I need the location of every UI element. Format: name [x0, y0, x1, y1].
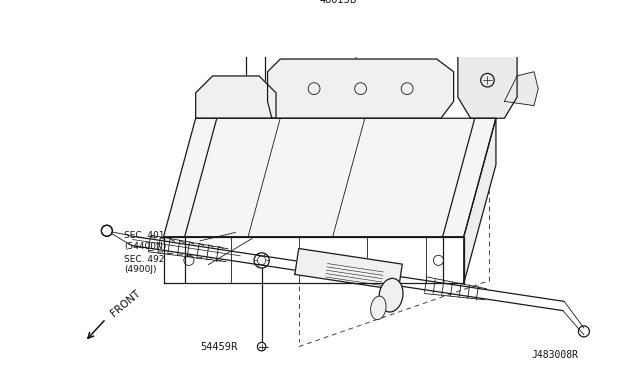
Ellipse shape	[379, 278, 403, 312]
Text: J483008R: J483008R	[531, 350, 578, 360]
Text: SEC. 492
(4900J): SEC. 492 (4900J)	[124, 255, 164, 274]
Polygon shape	[164, 237, 464, 283]
Polygon shape	[464, 118, 496, 283]
Polygon shape	[295, 248, 403, 290]
Polygon shape	[504, 72, 538, 106]
Polygon shape	[196, 76, 276, 118]
Circle shape	[101, 225, 113, 236]
Text: FRONT: FRONT	[109, 288, 142, 319]
Text: SEC. 401
(54400N): SEC. 401 (54400N)	[124, 231, 166, 251]
Text: 54459R: 54459R	[200, 341, 237, 352]
Polygon shape	[164, 118, 496, 237]
Ellipse shape	[371, 296, 386, 320]
Polygon shape	[268, 59, 454, 118]
Polygon shape	[458, 42, 517, 118]
Text: 48015B: 48015B	[320, 0, 358, 5]
